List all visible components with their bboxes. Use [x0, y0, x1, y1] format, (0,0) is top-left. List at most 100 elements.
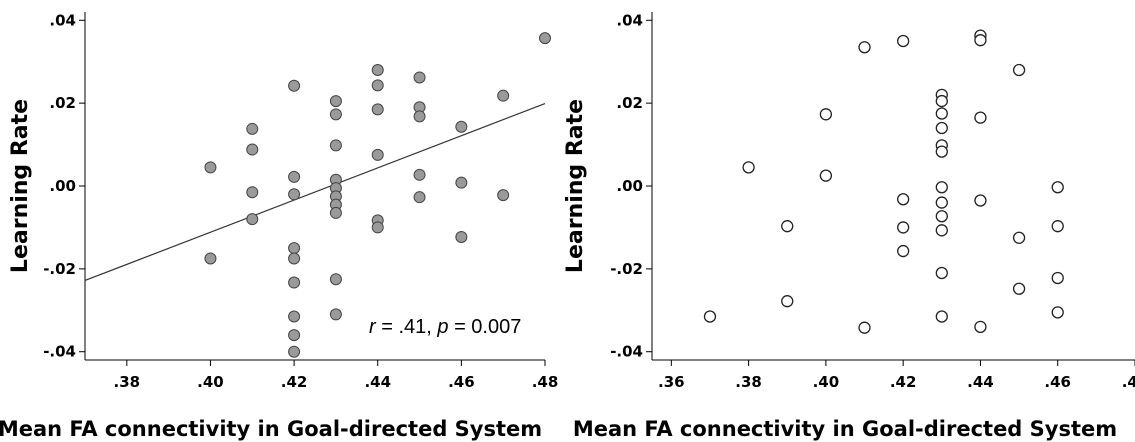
x-axis-label: Mean FA connectivity in Goal-directed Sy…: [0, 417, 542, 441]
y-tick-label: .04: [616, 11, 643, 29]
data-point: [1012, 231, 1026, 244]
data-point: [974, 194, 987, 207]
data-point: [781, 220, 794, 233]
x-axis-label: Mean FA connectivity in Goal-directed Sy…: [573, 417, 1117, 441]
data-point: [246, 186, 259, 199]
data-point: [371, 221, 384, 234]
data-point: [897, 244, 910, 258]
data-point: [935, 210, 948, 223]
y-axis-label: Learning Rate: [8, 99, 33, 273]
x-tick-label: .40: [197, 373, 224, 391]
annotation-r-symbol: r: [369, 316, 377, 338]
x-tick-label: .48: [1122, 373, 1135, 391]
x-tick-label: .48: [532, 373, 559, 391]
data-point: [329, 273, 342, 286]
y-axis-label: Learning Rate: [563, 99, 588, 273]
x-tick-label: .40: [813, 373, 840, 391]
data-point: [935, 107, 948, 120]
data-point: [1012, 282, 1026, 295]
data-point: [413, 191, 426, 204]
data-point: [974, 111, 987, 124]
fit-line: [84, 102, 546, 282]
data-point: [371, 148, 384, 161]
chart-panel-1: -.04 -.02 .00 .02 .04 .38 .40 .42 .44 .46 .48 Learn…: [0, 11, 558, 441]
annotation-p-text: = 0.007: [449, 316, 522, 338]
annotation-p-symbol: p: [436, 316, 448, 338]
x-tick-label: .36: [658, 373, 685, 391]
data-point: [897, 193, 910, 206]
data-point: [329, 108, 342, 121]
data-point: [897, 34, 910, 48]
data-point: [935, 145, 948, 158]
data-point: [455, 176, 468, 189]
data-point: [455, 230, 468, 243]
y-tick-label: -.04: [610, 343, 643, 361]
data-point: [288, 345, 301, 358]
data-point: [858, 41, 871, 54]
data-point: [288, 329, 301, 342]
data-point: [858, 321, 871, 334]
data-point: [935, 310, 948, 323]
data-point: [288, 242, 301, 255]
data-point: [897, 221, 910, 234]
data-point: [246, 143, 259, 156]
data-point: [1051, 220, 1064, 233]
y-tick-label: .02: [49, 94, 76, 112]
x-tick-label: .46: [1044, 373, 1071, 391]
data-point: [329, 95, 342, 108]
x-tick-label: .42: [281, 373, 308, 391]
data-point: [288, 170, 301, 183]
data-point: [819, 108, 833, 121]
data-point: [371, 64, 384, 76]
data-point: [246, 213, 259, 226]
y-tick-label: -.02: [610, 260, 643, 278]
data-point: [413, 110, 426, 123]
data-point: [288, 276, 301, 289]
stats-annotation: r = .41, p = 0.007: [369, 316, 521, 338]
x-tick-label: .46: [448, 373, 475, 391]
x-tick-label: .38: [735, 373, 762, 391]
data-point: [1051, 306, 1064, 319]
x-tick-label: .44: [967, 373, 994, 391]
data-point: [497, 89, 510, 102]
x-tick-label: .38: [114, 373, 141, 391]
data-point: [497, 189, 510, 202]
data-point: [329, 308, 342, 321]
data-point: [935, 121, 948, 135]
y-tick-label: .00: [616, 177, 643, 195]
data-point: [935, 94, 948, 108]
data-point: [1051, 271, 1064, 285]
y-tick-label: -.02: [43, 260, 76, 278]
data-point: [935, 196, 948, 209]
x-tick-label: .44: [364, 373, 391, 391]
data-point: [246, 122, 259, 135]
data-point: [204, 161, 217, 174]
data-point: [974, 320, 987, 334]
data-point: [288, 252, 301, 265]
data-point: [288, 79, 301, 92]
y-tick-label: .02: [616, 94, 643, 112]
data-point: [371, 79, 384, 92]
data-point: [819, 169, 833, 182]
y-tick-label: -.04: [43, 343, 76, 361]
annotation-r-text: = .41,: [376, 316, 438, 338]
data-point: [413, 168, 426, 181]
y-tick-label: .04: [49, 11, 76, 29]
data-point: [371, 103, 384, 116]
data-point: [703, 310, 717, 323]
data-point: [935, 224, 948, 237]
data-point: [204, 252, 217, 265]
data-point: [288, 188, 301, 201]
data-point: [935, 181, 948, 194]
y-tick-label: .00: [49, 177, 76, 195]
chart-panel-2: -.04 -.02 .00 .02 .04 .36 .38 .40 .42 .44 .46 .48 Le…: [563, 11, 1135, 441]
data-point: [413, 71, 426, 84]
data-point: [455, 120, 468, 133]
data-point: [329, 139, 342, 152]
data-point: [1051, 181, 1064, 194]
data-point: [781, 295, 794, 308]
data-point: [974, 34, 987, 47]
x-tick-label: .42: [890, 373, 917, 391]
data-point: [329, 206, 342, 219]
